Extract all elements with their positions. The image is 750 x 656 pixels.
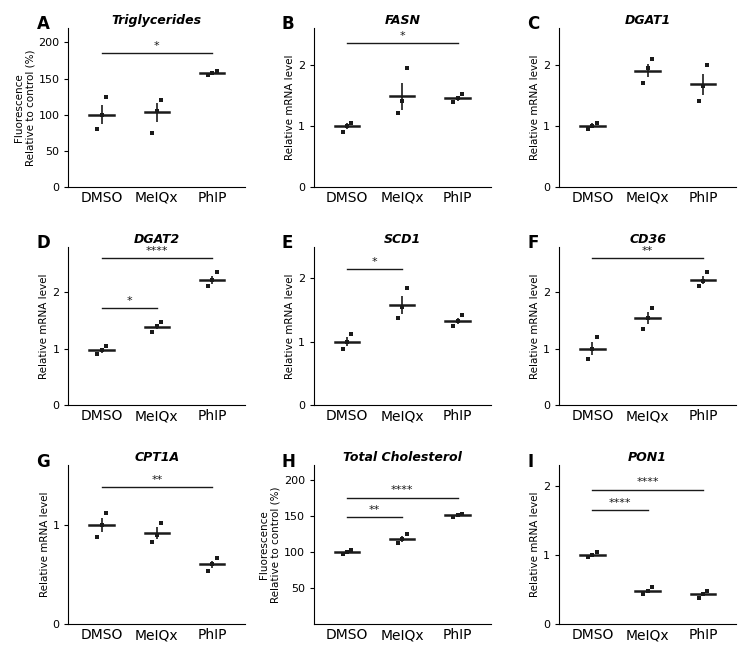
Y-axis label: Relative mRNA level: Relative mRNA level [285, 274, 295, 379]
Y-axis label: Relative mRNA level: Relative mRNA level [285, 54, 295, 160]
Text: *: * [372, 256, 377, 266]
Text: *: * [400, 31, 405, 41]
Text: **: ** [152, 475, 163, 485]
Text: *: * [154, 41, 160, 51]
Title: Triglycerides: Triglycerides [112, 14, 202, 27]
Text: **: ** [642, 245, 653, 256]
Text: ****: **** [637, 477, 659, 487]
Title: FASN: FASN [384, 14, 420, 27]
Text: D: D [37, 234, 50, 252]
Text: I: I [527, 453, 533, 471]
Text: ****: **** [609, 498, 631, 508]
Text: *: * [127, 295, 132, 306]
Y-axis label: Relative mRNA level: Relative mRNA level [530, 274, 540, 379]
Text: A: A [37, 15, 50, 33]
Title: CD36: CD36 [629, 233, 666, 245]
Y-axis label: Relative mRNA level: Relative mRNA level [530, 54, 540, 160]
Text: ****: **** [146, 245, 168, 256]
Title: PON1: PON1 [628, 451, 668, 464]
Y-axis label: Relative mRNA level: Relative mRNA level [40, 274, 50, 379]
Y-axis label: Fluorescence
Relative to control (%): Fluorescence Relative to control (%) [260, 486, 280, 603]
Text: B: B [282, 15, 295, 33]
Text: G: G [37, 453, 50, 471]
Title: DGAT2: DGAT2 [134, 233, 180, 245]
Text: C: C [527, 15, 539, 33]
Y-axis label: Relative mRNA level: Relative mRNA level [530, 492, 540, 598]
Title: CPT1A: CPT1A [134, 451, 179, 464]
Title: DGAT1: DGAT1 [625, 14, 670, 27]
Text: E: E [282, 234, 293, 252]
Text: **: ** [369, 505, 380, 515]
Title: Total Cholesterol: Total Cholesterol [343, 451, 462, 464]
Y-axis label: Fluorescence
Relative to control (%): Fluorescence Relative to control (%) [14, 49, 35, 165]
Text: F: F [527, 234, 538, 252]
Title: SCD1: SCD1 [384, 233, 421, 245]
Text: ****: **** [391, 485, 413, 495]
Y-axis label: Relative mRNA level: Relative mRNA level [40, 492, 50, 598]
Text: H: H [282, 453, 296, 471]
